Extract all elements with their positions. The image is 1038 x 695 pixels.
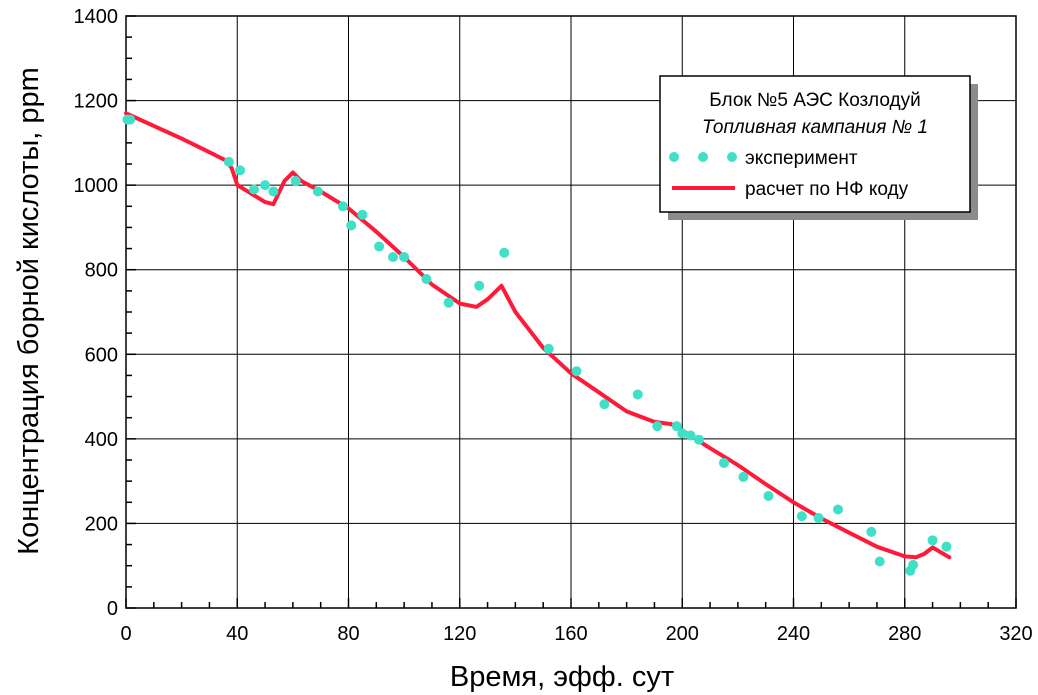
data-point-experiment-7 bbox=[290, 175, 301, 186]
y-tick-label-600: 600 bbox=[85, 344, 118, 366]
data-point-experiment-19 bbox=[543, 343, 554, 354]
data-point-experiment-37 bbox=[908, 559, 919, 570]
legend-label-calc: расчет по НФ коду bbox=[745, 179, 909, 200]
x-tick-label-40: 40 bbox=[226, 623, 248, 645]
x-tick-label-240: 240 bbox=[777, 623, 810, 645]
data-point-experiment-6 bbox=[268, 186, 279, 197]
data-point-experiment-25 bbox=[677, 428, 688, 439]
data-point-experiment-10 bbox=[346, 220, 357, 231]
data-point-experiment-26 bbox=[685, 430, 696, 441]
x-tick-label-320: 320 bbox=[999, 623, 1032, 645]
x-tick-label-120: 120 bbox=[443, 623, 476, 645]
data-point-experiment-12 bbox=[374, 241, 385, 252]
data-point-experiment-17 bbox=[474, 280, 485, 291]
data-point-experiment-20 bbox=[571, 366, 582, 377]
data-point-experiment-14 bbox=[399, 252, 410, 263]
legend-marker-experiment-1 bbox=[669, 152, 679, 162]
legend-title-line1: Блок №5 АЭС Козлодуй bbox=[709, 90, 920, 111]
data-point-experiment-32 bbox=[813, 512, 824, 523]
data-point-experiment-21 bbox=[599, 399, 610, 410]
data-point-experiment-16 bbox=[443, 297, 454, 308]
data-point-experiment-11 bbox=[357, 209, 368, 220]
y-tick-label-1000: 1000 bbox=[74, 175, 119, 197]
data-point-experiment-5 bbox=[260, 180, 271, 191]
data-point-experiment-24 bbox=[671, 421, 682, 432]
data-point-experiment-38 bbox=[927, 535, 938, 546]
data-point-experiment-33 bbox=[833, 504, 843, 515]
y-tick-label-1400: 1400 bbox=[74, 6, 119, 28]
data-point-experiment-1 bbox=[125, 114, 136, 125]
data-point-experiment-23 bbox=[652, 421, 663, 432]
data-point-experiment-31 bbox=[796, 511, 807, 522]
x-tick-label-200: 200 bbox=[666, 623, 699, 645]
data-point-experiment-27 bbox=[693, 434, 704, 445]
x-tick-label-80: 80 bbox=[337, 623, 359, 645]
legend-marker-experiment-2 bbox=[698, 152, 708, 162]
series-group bbox=[122, 111, 952, 576]
x-tick-label-160: 160 bbox=[554, 623, 587, 645]
data-point-experiment-28 bbox=[718, 457, 729, 468]
data-point-experiment-30 bbox=[763, 490, 774, 501]
data-point-experiment-4 bbox=[248, 184, 259, 195]
x-tick-label-0: 0 bbox=[120, 623, 131, 645]
series-line-calc bbox=[124, 111, 952, 560]
data-point-experiment-35 bbox=[874, 556, 885, 567]
data-point-experiment-15 bbox=[421, 274, 432, 285]
x-tick-label-280: 280 bbox=[888, 623, 921, 645]
data-point-experiment-29 bbox=[738, 471, 749, 482]
y-tick-label-0: 0 bbox=[107, 598, 118, 620]
data-point-experiment-22 bbox=[632, 389, 643, 400]
legend-title-line2: Топливная кампания № 1 bbox=[702, 117, 928, 138]
data-point-experiment-2 bbox=[223, 156, 234, 167]
legend: Блок №5 АЭС Козлодуй Топливная кампания … bbox=[669, 90, 928, 200]
y-tick-label-200: 200 bbox=[85, 513, 118, 535]
y-tick-label-1200: 1200 bbox=[74, 91, 119, 113]
data-point-experiment-8 bbox=[312, 186, 323, 197]
y-tick-label-400: 400 bbox=[85, 429, 118, 451]
data-point-experiment-39 bbox=[941, 541, 952, 552]
data-point-experiment-9 bbox=[337, 201, 348, 212]
y-axis-title: Концентрация борной кислоты, ppm bbox=[13, 67, 45, 555]
data-point-experiment-3 bbox=[235, 165, 246, 176]
legend-label-experiment: эксперимент bbox=[745, 148, 858, 169]
data-point-experiment-34 bbox=[866, 526, 877, 537]
legend-marker-experiment-3 bbox=[727, 152, 737, 162]
data-point-experiment-18 bbox=[499, 247, 510, 258]
x-axis-title: Время, эфф. сут bbox=[450, 661, 674, 693]
y-tick-label-800: 800 bbox=[85, 260, 118, 282]
data-point-experiment-13 bbox=[388, 252, 398, 263]
